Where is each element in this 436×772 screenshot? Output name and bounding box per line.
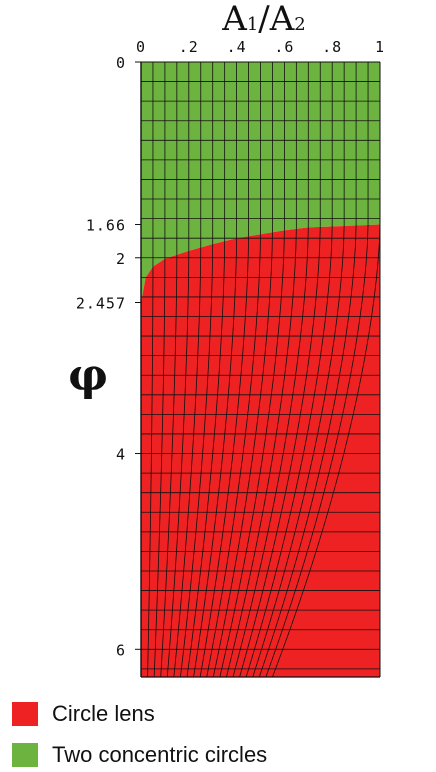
grid-line-curved: [193, 238, 237, 678]
grid-line-curved: [173, 247, 202, 678]
region-circle-lens: [141, 224, 380, 677]
grid-line-curved: [239, 226, 321, 678]
grid-line-curved: [186, 241, 226, 678]
grid-line-curved: [212, 232, 273, 678]
y-tick-label: 1.66: [86, 216, 126, 234]
x-label-sub1: 1: [247, 14, 258, 35]
grid-line-curved: [245, 226, 333, 678]
x-tick-label: 1: [375, 38, 385, 56]
y-tick-label: 6: [116, 641, 126, 659]
grid-line-curved: [226, 228, 297, 678]
grid-line-curved: [166, 250, 190, 678]
grid-line-curved: [258, 225, 357, 678]
x-tick-label: .8: [322, 38, 342, 56]
legend-item-two-concentric-circles: Two concentric circles: [12, 741, 267, 768]
grid-line-curved: [147, 266, 154, 678]
y-axis-label: φ: [68, 350, 108, 401]
x-label-main2: A: [269, 0, 295, 39]
legend-label-two-concentric-circles: Two concentric circles: [52, 742, 268, 768]
x-tick-label: 0: [136, 38, 146, 56]
x-label-main: A: [221, 0, 247, 39]
grid-line-curved: [180, 244, 214, 678]
x-tick-label: .2: [179, 38, 199, 56]
grid-line-curved: [153, 258, 166, 678]
grid-lines: [140, 61, 381, 678]
grid-line-curved: [160, 254, 178, 678]
x-label-sub2: 2: [294, 14, 305, 35]
grid-line-curved: [219, 230, 285, 678]
y-tick-label: 4: [116, 446, 126, 464]
grid-line-curved: [252, 225, 345, 678]
y-tick-label: 2.457: [76, 294, 126, 312]
legend-swatch-two-concentric-circles: [12, 743, 38, 768]
legend-label-circle-lens: Circle lens: [52, 701, 155, 727]
x-label-slash: /: [258, 0, 270, 39]
x-tick-label: .6: [274, 38, 294, 56]
x-axis-label: A1/A2: [221, 0, 306, 39]
y-tick-label: 2: [116, 250, 126, 268]
tick-labels: 0 .2 .4 .6 .8 1 0 1.66 2 2.457 4 6: [76, 38, 385, 659]
y-tick-label: 0: [116, 54, 126, 72]
grid-line-curved: [265, 224, 369, 678]
grid-line-curved: [199, 236, 249, 678]
x-tick-label: .4: [227, 38, 247, 56]
legend-item-circle-lens: Circle lens: [12, 700, 155, 727]
legend-swatch-circle-lens: [12, 702, 38, 727]
grid-line-curved: [232, 227, 309, 678]
grid-line-curved: [272, 224, 381, 678]
grid-line-curved: [206, 234, 261, 678]
